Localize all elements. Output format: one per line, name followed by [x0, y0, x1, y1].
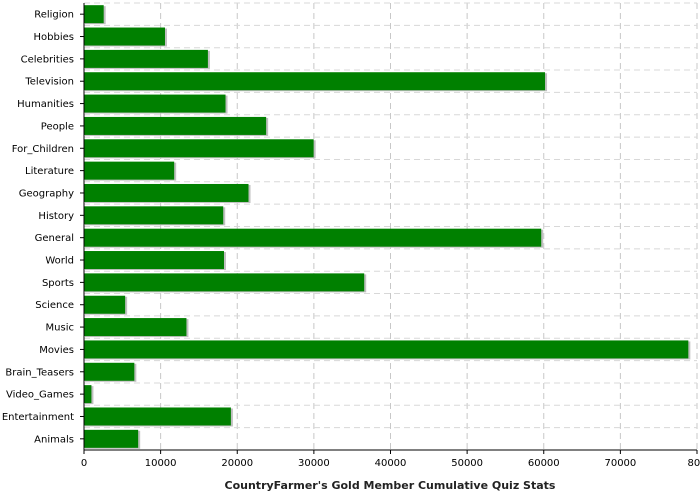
x-tick-label: 20000 — [221, 458, 253, 469]
x-tick-label: 10000 — [145, 458, 177, 469]
bar-religion — [84, 5, 104, 24]
category-label: Science — [35, 300, 74, 311]
bar-entertainment — [84, 407, 231, 426]
bar-history — [84, 206, 224, 225]
category-label: People — [41, 121, 74, 132]
bar-general — [84, 228, 542, 247]
bar-sports — [84, 273, 365, 292]
x-tick-label: 40000 — [375, 458, 407, 469]
bars-layer — [84, 5, 691, 449]
category-label: Literature — [25, 166, 74, 177]
bar-literature — [84, 161, 175, 180]
bar-television — [84, 72, 546, 91]
category-label: World — [45, 256, 74, 267]
bar-video-games — [84, 385, 92, 404]
category-label: Television — [24, 77, 74, 88]
grid-layer — [84, 2, 698, 451]
x-tick-label: 60000 — [528, 458, 560, 469]
category-label: For_Children — [12, 144, 74, 155]
bar-for-children — [84, 139, 314, 158]
category-label: Animals — [34, 434, 74, 445]
bar-people — [84, 116, 267, 135]
category-label: General — [35, 233, 74, 244]
bar-geography — [84, 183, 249, 202]
bar-humanities — [84, 94, 226, 113]
bar-animals — [84, 429, 139, 448]
bar-science — [84, 295, 126, 314]
category-label: Music — [46, 323, 74, 334]
category-label: Religion — [34, 10, 74, 21]
x-tick-label: 800 — [687, 458, 700, 469]
bar-music — [84, 318, 187, 337]
x-tick-label: 50000 — [451, 458, 483, 469]
category-label: Geography — [19, 188, 74, 199]
category-label: Sports — [42, 278, 74, 289]
category-label: Movies — [39, 345, 74, 356]
category-label: Humanities — [17, 99, 74, 110]
category-label: Hobbies — [34, 32, 74, 43]
category-label: Entertainment — [2, 412, 74, 423]
bar-brain-teasers — [84, 362, 135, 381]
category-label: History — [38, 211, 74, 222]
category-label: Celebrities — [21, 54, 74, 65]
category-label: Brain_Teasers — [5, 367, 74, 378]
x-tick-label: 70000 — [604, 458, 636, 469]
bar-world — [84, 251, 224, 270]
x-tick-label: 0 — [81, 458, 87, 469]
axis-layer: Religion Hobbies Celebrities Television Huma… — [2, 3, 700, 469]
bar-hobbies — [84, 27, 165, 46]
bar-movies — [84, 340, 689, 359]
category-label: Video_Games — [6, 390, 74, 401]
bar-celebrities — [84, 49, 208, 68]
x-tick-label: 30000 — [298, 458, 330, 469]
x-axis-title: CountryFarmer's Gold Member Cumulative Q… — [225, 479, 556, 492]
